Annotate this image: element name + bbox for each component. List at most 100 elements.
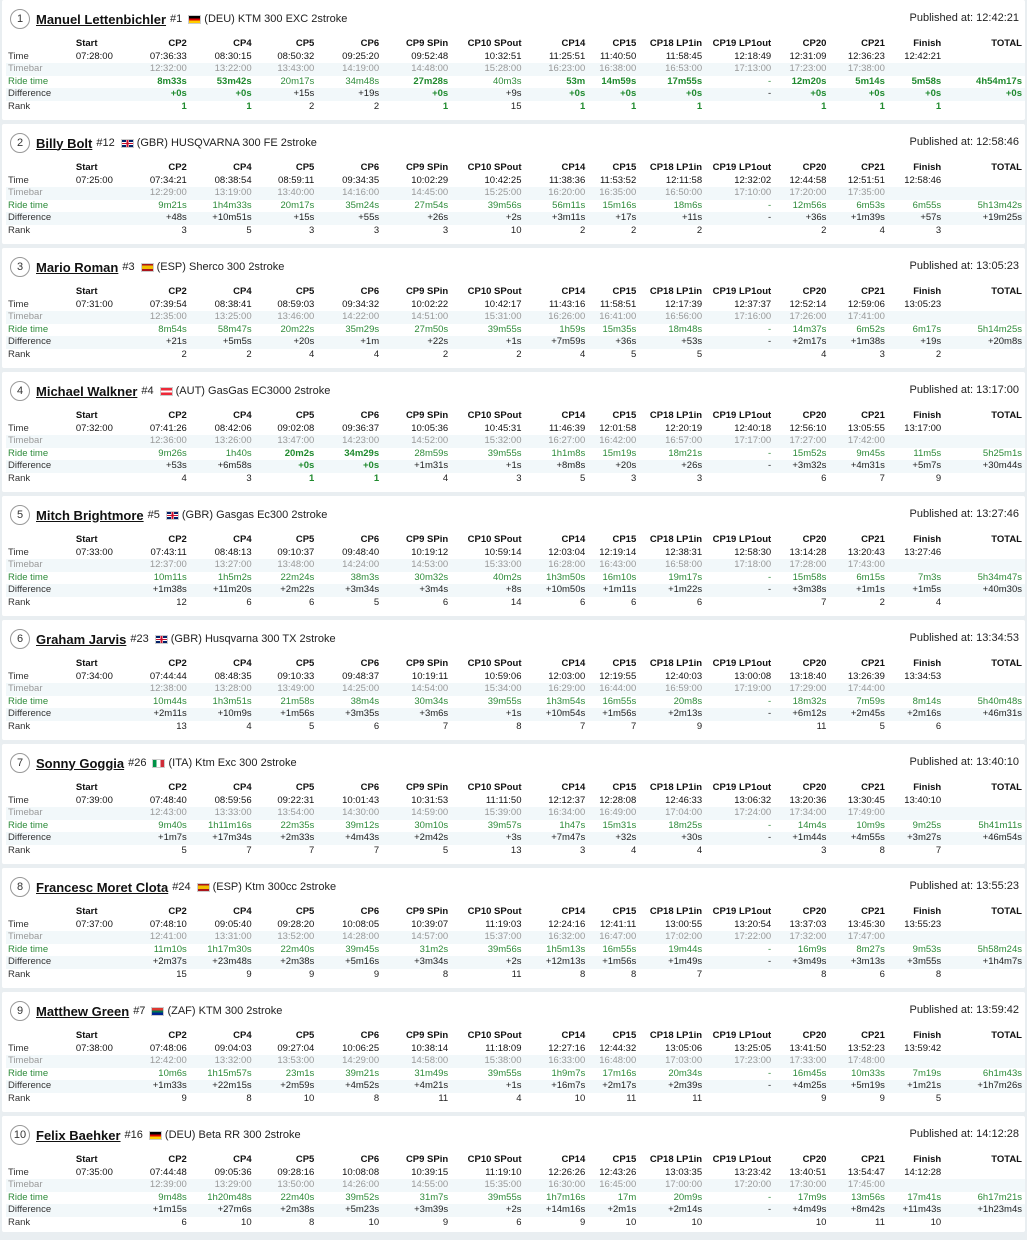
time-cell: 07:37:00 <box>75 918 113 930</box>
time-cell: 10:05:36 <box>411 422 449 434</box>
diff-row: Difference +48s +10m51s +15s +55s +26s +2s +3m1… <box>6 212 1025 225</box>
column-header: CP21 <box>861 286 885 297</box>
rider-number: #24 <box>172 881 191 893</box>
timebar-cell <box>71 187 119 200</box>
column-header: CP6 <box>360 782 380 793</box>
timebar-cell: 17:30:00 <box>774 1179 830 1192</box>
ride-cell: 9m26s <box>158 447 187 459</box>
timebar-cell: 16:44:00 <box>588 683 640 696</box>
rider-name-link[interactable]: Michael Walkner <box>36 383 138 399</box>
ride-cell: 17m <box>617 1191 637 1203</box>
ride-cell: 5h41m11s <box>978 819 1022 831</box>
time-cell: 07:48:40 <box>149 794 187 806</box>
timebar-cell: 16:29:00 <box>524 683 589 696</box>
ride-cell: 14m37s <box>792 323 827 335</box>
ride-cell: 39m55s <box>487 323 522 335</box>
rider-name-link[interactable]: Mario Roman <box>36 259 119 275</box>
ride-cell: 17m41s <box>907 1191 942 1203</box>
diff-cell: +5m16s <box>317 956 383 969</box>
diff-cell: - <box>705 708 775 721</box>
timebar-cell: 17:44:00 <box>829 683 888 696</box>
diff-cell: +2s <box>451 1204 525 1217</box>
column-header: CP14 <box>561 38 586 49</box>
timebar-cell: 17:16:00 <box>705 311 775 324</box>
timebar-cell: 17:28:00 <box>774 559 830 572</box>
rider-name-link[interactable]: Felix Baehker <box>36 1127 121 1143</box>
ride-cell: 22m40s <box>280 1191 315 1203</box>
column-header: CP5 <box>295 162 315 173</box>
column-header: CP14 <box>561 410 586 421</box>
timebar-cell: 17:19:00 <box>705 683 775 696</box>
ride-cell: 6m55s <box>912 199 942 211</box>
time-cell <box>944 919 1025 932</box>
diff-cell: +4m43s <box>317 832 383 845</box>
rider-name-link[interactable]: Mitch Brightmore <box>36 507 144 523</box>
timebar-cell: 15:31:00 <box>451 311 525 324</box>
ride-cell <box>72 696 119 709</box>
time-cell: 08:59:03 <box>277 298 315 310</box>
diff-cell: +0s <box>944 88 1025 101</box>
time-cell: 10:08:05 <box>342 918 380 930</box>
checkpoint-table: Start CP2 CP4 CP5 CP6 CP9 SPin CP10 SPout CP14 C… <box>6 162 1025 238</box>
rank-cell: 14 <box>510 596 522 608</box>
rank-cell: 4 <box>246 720 252 732</box>
rider-name-link[interactable]: Manuel Lettenbichler <box>36 11 167 27</box>
row-label: Timebar <box>6 683 72 696</box>
row-label: Ride time <box>8 447 49 459</box>
time-cell: 11:19:03 <box>485 918 522 930</box>
checkpoint-table: Start CP2 CP4 CP5 CP6 CP9 SPin CP10 SPout CP14 C… <box>6 906 1025 982</box>
rank-row: Rank 2 2 4 4 2 2 4 5 5 4 3 2 <box>6 349 1025 362</box>
timebar-cell: 17:42:00 <box>829 435 888 448</box>
column-header: CP19 LP1out <box>712 782 772 793</box>
diff-cell: +10m50s <box>524 584 589 597</box>
time-cell: 07:31:00 <box>75 298 113 310</box>
rider-name-link[interactable]: Francesc Moret Clota <box>36 879 169 895</box>
column-header: CP14 <box>561 658 586 669</box>
column-header: TOTAL <box>991 782 1022 793</box>
rider-name-link[interactable]: Graham Jarvis <box>36 631 127 647</box>
rank-cell <box>944 101 1025 114</box>
row-label: Time <box>8 794 29 806</box>
timebar-cell <box>887 1179 945 1192</box>
ride-cell: 40m3s <box>492 75 522 87</box>
rider-name-link[interactable]: Billy Bolt <box>36 135 93 151</box>
column-header: CP6 <box>360 1030 380 1041</box>
ride-cell: 22m35s <box>280 819 315 831</box>
rider-header: 3 Mario Roman #3 (ESP) Sherco 300 2stroke Pu… <box>2 248 1025 286</box>
rider-card: 4 Michael Walkner #4 (AUT) GasGas EC3000 2s… <box>2 372 1025 492</box>
diff-cell: +16m7s <box>524 1080 589 1093</box>
rank-cell: 7 <box>630 720 637 732</box>
column-header: CP21 <box>861 1154 885 1165</box>
ride-cell: - <box>768 447 772 459</box>
rider-name-link[interactable]: Matthew Green <box>36 1003 130 1019</box>
diff-cell: +5m5s <box>189 336 255 349</box>
ride-row: Ride time 9m21s 1h4m33s 20m17s 35m24s 27m54s 3… <box>6 200 1025 213</box>
rider-header: 2 Billy Bolt #12 (GBR) HUSQVARNA 300 FE 2st… <box>2 124 1025 162</box>
rank-cell <box>944 349 1025 362</box>
time-row: Time 07:32:00 07:41:26 08:42:06 09:02:08 09:3… <box>6 423 1025 436</box>
rider-header: 1 Manuel Lettenbichler #1 (DEU) KTM 300 EXC… <box>2 0 1025 38</box>
time-row: Time 07:37:00 07:48:10 09:05:40 09:28:20 10:0… <box>6 919 1025 932</box>
timebar-cell: 14:59:00 <box>382 807 452 820</box>
ride-cell: 5h25m1s <box>982 447 1022 459</box>
ride-cell: 5m14s <box>855 75 885 87</box>
ride-cell: 1h9m7s <box>551 1067 586 1079</box>
ride-cell: 15m58s <box>792 571 827 583</box>
rider-country: (GBR) <box>170 633 202 645</box>
rider-country: (ZAF) <box>167 1005 196 1017</box>
rider-name-link[interactable]: Sonny Goggia <box>36 755 125 771</box>
timebar-cell: 16:43:00 <box>588 559 640 572</box>
rider-card: 6 Graham Jarvis #23 (GBR) Husqvarna 300 TX … <box>2 620 1025 740</box>
column-header: CP4 <box>233 286 252 297</box>
diff-cell: +46m31s <box>944 708 1025 721</box>
ride-cell: 40m2s <box>492 571 522 583</box>
time-cell: 08:48:13 <box>214 546 252 558</box>
time-cell: 10:02:22 <box>411 298 449 310</box>
rank-cell <box>944 969 1025 982</box>
diff-cell: +53s <box>639 336 706 349</box>
diff-cell: +1s <box>451 460 525 473</box>
ride-cell: 56m11s <box>552 199 586 211</box>
diff-cell: - <box>705 832 775 845</box>
diff-cell: +1m39s <box>829 212 888 225</box>
column-header: Start <box>75 782 98 793</box>
